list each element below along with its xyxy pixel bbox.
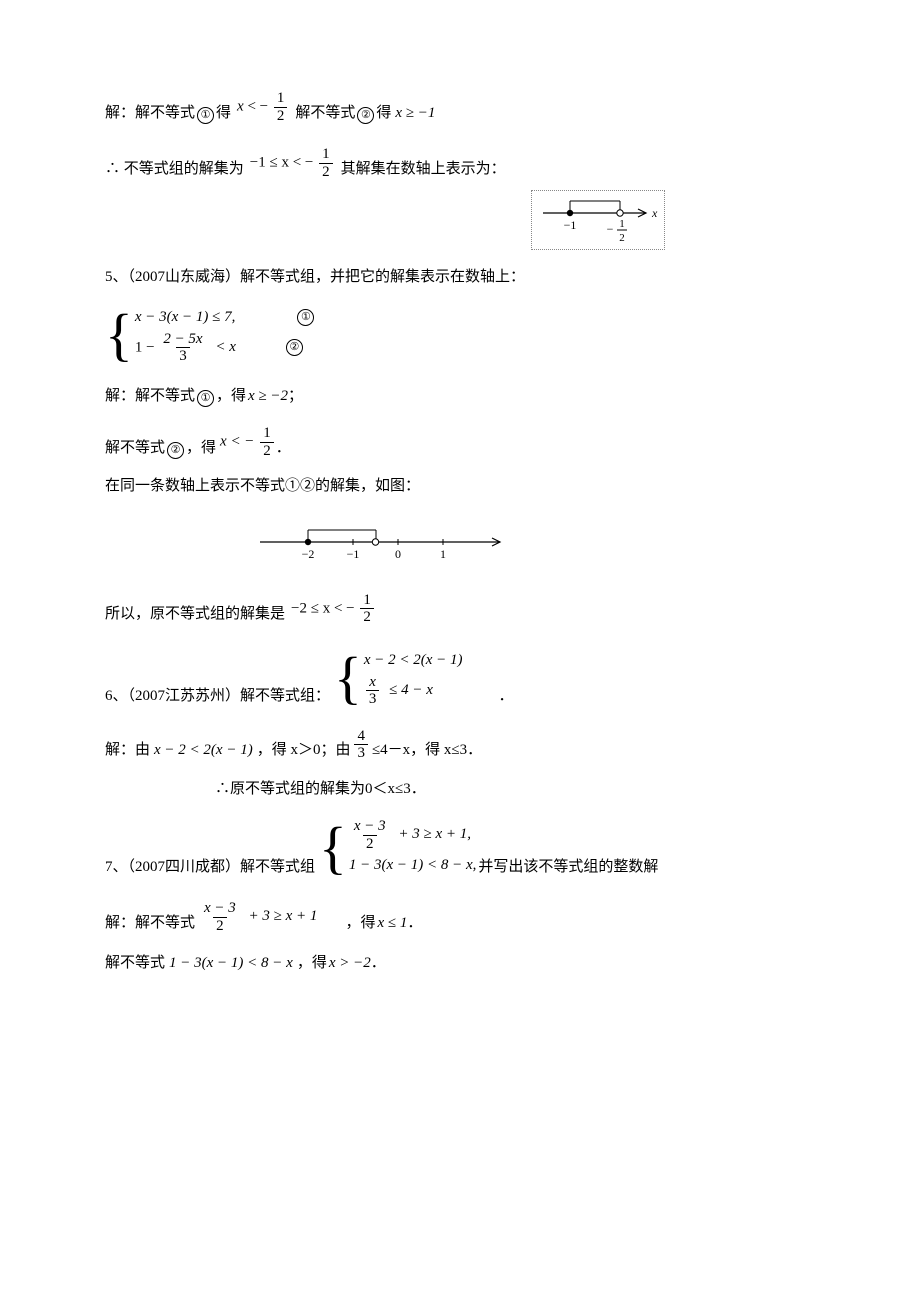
- svg-text:−2: −2: [302, 547, 315, 561]
- p5-numberline: −2 −1 0 1: [105, 514, 815, 574]
- number-line-svg: −2 −1 0 1: [250, 514, 510, 574]
- text: 其解集在数轴上表示为：: [341, 158, 506, 181]
- circled-2: ②: [357, 107, 374, 124]
- svg-text:−1: −1: [347, 547, 360, 561]
- svg-text:1: 1: [440, 547, 446, 561]
- p6-title: 6、（2007江苏苏州）解不等式组： { x − 2 < 2(x − 1) x3…: [105, 648, 815, 708]
- p5-axis-text: 在同一条数轴上表示不等式①②的解集，如图：: [105, 475, 815, 498]
- math: x ≥ −1: [395, 102, 435, 125]
- p4-numberline: −1 −1 2 x: [105, 190, 815, 250]
- svg-text:0: 0: [395, 547, 401, 561]
- p4-solution-set: ∴ 不等式组的解集为 −1 ≤ x < − 12 其解集在数轴上表示为：: [105, 146, 815, 180]
- text: 解不等式: [295, 102, 355, 125]
- math: x < − 12: [237, 90, 289, 124]
- p6-conclusion: ∴原不等式组的解集为0＜x≤3．: [105, 778, 815, 801]
- p5-final: 所以，原不等式组的解集是 −2 ≤ x < − 12: [105, 592, 815, 626]
- svg-text:−: −: [607, 222, 614, 236]
- p6-sol: 解：由 x − 2 < 2(x − 1) ，得 x＞0；由 43 ≤4－x，得 …: [105, 728, 815, 762]
- svg-text:2: 2: [619, 232, 625, 244]
- p5-title: 5、（2007山东威海）解不等式组，并把它的解集表示在数轴上：: [105, 266, 815, 289]
- svg-text:1: 1: [619, 218, 625, 230]
- text: 得: [376, 102, 391, 125]
- p5-sol1: 解：解不等式 ① ，得 x ≥ −2 ；: [105, 385, 815, 408]
- text: ∴ 不等式组的解集为: [105, 158, 244, 181]
- svg-text:−1: −1: [564, 218, 577, 232]
- p5-system: { x − 3(x − 1) ≤ 7, ① 1 − 2 − 5x3 < x ②: [105, 305, 815, 365]
- p7-sol1: 解：解不等式 x − 32 + 3 ≥ x + 1 ，得 x ≤ 1 ．: [105, 900, 815, 934]
- p7-title: 7、（2007四川成都）解不等式组 { x − 32 + 3 ≥ x + 1, …: [105, 818, 815, 878]
- p4-solution-line1: 解：解不等式 ① 得 x < − 12 解不等式 ② 得 x ≥ −1: [105, 90, 815, 124]
- text: 得: [216, 102, 231, 125]
- circled-1: ①: [197, 107, 214, 124]
- math: −1 ≤ x < − 12: [250, 146, 335, 180]
- p5-sol2: 解不等式 ② ，得 x < − 12 ．: [105, 425, 815, 459]
- svg-text:x: x: [651, 206, 658, 220]
- p7-sol2: 解不等式 1 − 3(x − 1) < 8 − x ，得 x > −2 ．: [105, 952, 815, 975]
- text: 解：解不等式: [105, 102, 195, 125]
- number-line-svg: −1 −1 2 x: [538, 195, 658, 245]
